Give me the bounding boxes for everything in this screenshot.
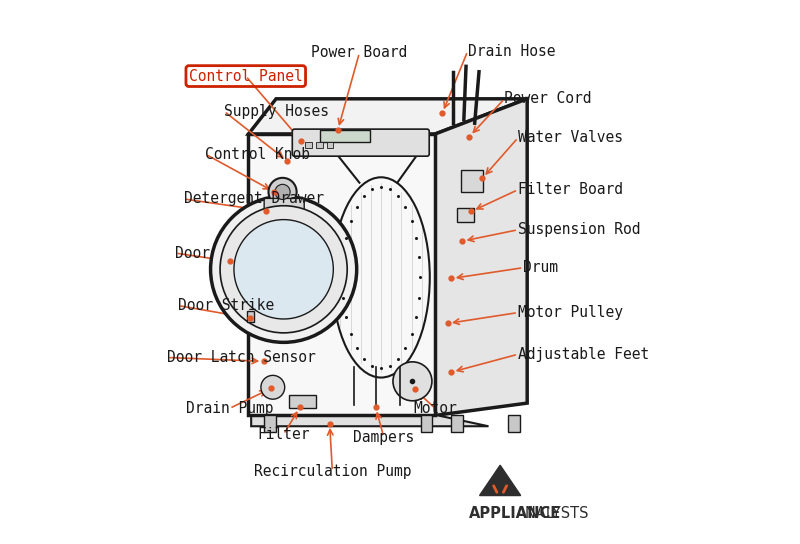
Text: Filter: Filter — [258, 427, 310, 442]
Circle shape — [220, 206, 347, 333]
Text: Control Panel: Control Panel — [189, 69, 302, 84]
Text: Motor: Motor — [414, 401, 457, 416]
Text: APPLIANCE: APPLIANCE — [469, 506, 561, 521]
Bar — [457, 208, 474, 222]
Text: Adjustable Feet: Adjustable Feet — [518, 347, 650, 362]
Polygon shape — [249, 99, 527, 134]
Bar — [508, 416, 520, 431]
Text: Supply Hoses: Supply Hoses — [224, 104, 329, 119]
Circle shape — [234, 220, 334, 319]
Bar — [451, 416, 463, 431]
Text: Drain Hose: Drain Hose — [468, 44, 555, 59]
Bar — [247, 311, 254, 322]
Text: Filter Board: Filter Board — [518, 182, 623, 197]
Text: Water Valves: Water Valves — [518, 130, 623, 145]
Bar — [289, 395, 316, 409]
Polygon shape — [479, 465, 521, 496]
Text: Drum: Drum — [523, 260, 558, 275]
Circle shape — [269, 178, 297, 206]
Circle shape — [393, 362, 432, 401]
Circle shape — [261, 375, 285, 399]
FancyBboxPatch shape — [243, 259, 254, 279]
FancyBboxPatch shape — [264, 199, 304, 221]
Bar — [264, 416, 275, 431]
Polygon shape — [435, 99, 527, 416]
Bar — [327, 142, 334, 147]
Polygon shape — [249, 134, 435, 416]
Text: Suspension Rod: Suspension Rod — [518, 222, 641, 237]
Bar — [306, 142, 312, 147]
Text: Dampers: Dampers — [353, 430, 414, 444]
Text: Power Cord: Power Cord — [505, 91, 592, 106]
Text: Detergent Drawer: Detergent Drawer — [183, 191, 323, 206]
Bar — [461, 170, 483, 192]
Bar — [316, 142, 322, 147]
Text: Recirculation Pump: Recirculation Pump — [254, 463, 411, 479]
Circle shape — [210, 196, 357, 342]
Text: Door: Door — [175, 245, 210, 261]
Text: Drain Pump: Drain Pump — [186, 401, 274, 416]
Bar — [421, 416, 433, 431]
Polygon shape — [251, 416, 489, 426]
Text: ANALYSTS: ANALYSTS — [516, 506, 590, 521]
Text: Door Latch Sensor: Door Latch Sensor — [167, 350, 316, 365]
Bar — [320, 130, 370, 142]
Text: Motor Pulley: Motor Pulley — [518, 305, 623, 320]
Text: Power Board: Power Board — [311, 45, 407, 60]
Text: Control Knob: Control Knob — [205, 146, 310, 162]
Text: Door Strike: Door Strike — [178, 298, 274, 313]
FancyBboxPatch shape — [292, 129, 430, 156]
Circle shape — [275, 184, 290, 200]
